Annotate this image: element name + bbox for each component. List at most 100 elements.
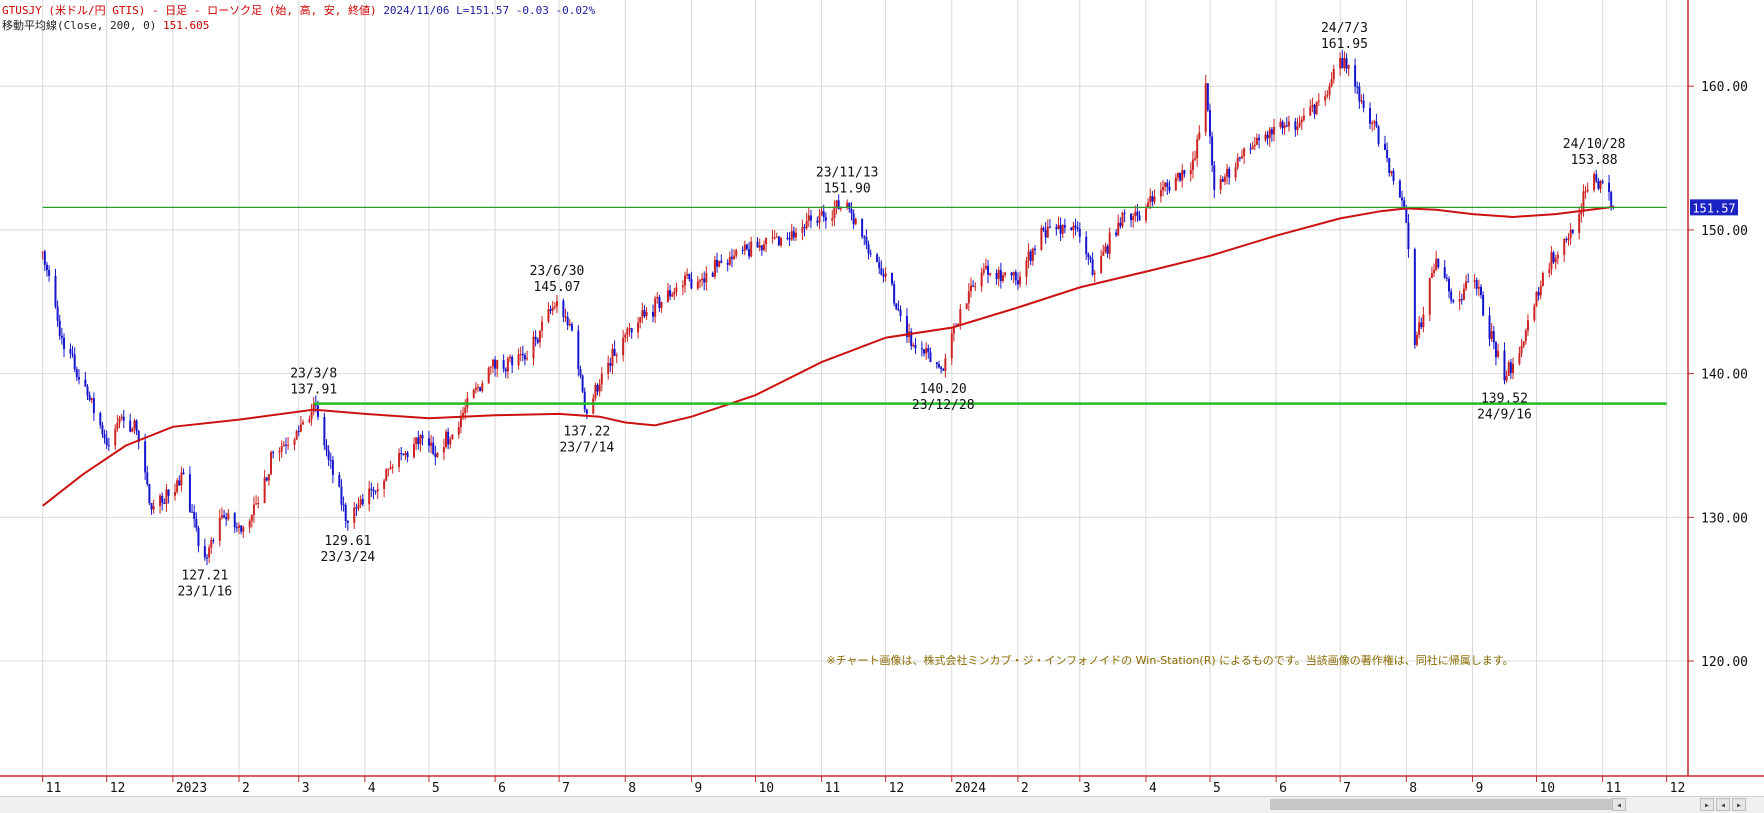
candle-body	[1268, 129, 1271, 139]
candle-body	[833, 207, 836, 219]
candle-body	[741, 250, 744, 252]
candle-body	[402, 454, 405, 456]
candle-body	[1373, 121, 1376, 123]
candle-body	[487, 367, 490, 384]
header-date: 2024/11/06	[383, 4, 450, 17]
candle-body	[1164, 182, 1167, 187]
copyright-notice: ※チャート画像は、株式会社ミンカブ・ジ・インフォノイドの Win-Station…	[826, 653, 1513, 667]
annotation-date-label: 23/1/16	[177, 584, 232, 599]
annotation-price-label: 137.22	[563, 425, 610, 440]
candle-body	[427, 438, 430, 446]
candle-body	[521, 353, 524, 356]
candle-body	[609, 362, 612, 366]
candle-body	[60, 335, 63, 338]
x-tick-label: 8	[1409, 781, 1417, 796]
annotation-date-label: 24/10/28	[1563, 137, 1626, 152]
candle-body	[541, 321, 544, 331]
candle-body	[780, 237, 783, 246]
price-chart: 127.2123/1/1623/3/8137.91129.6123/3/2423…	[0, 0, 1764, 796]
candle-body	[270, 452, 273, 475]
candles	[41, 49, 1615, 566]
zoom-in-button[interactable]: ▸	[1732, 798, 1746, 811]
candle-body	[673, 291, 676, 295]
candle-body	[882, 274, 885, 277]
candle-body	[952, 326, 955, 334]
scroll-left-button[interactable]: ◂	[1612, 798, 1626, 811]
candle-body	[570, 323, 573, 331]
candle-body	[1283, 125, 1286, 129]
candle-body	[1266, 134, 1269, 139]
candle-body	[688, 273, 691, 280]
candle-body	[176, 480, 179, 492]
candle-body	[967, 291, 970, 304]
candle-body	[861, 218, 864, 237]
candle-body	[344, 504, 347, 521]
candle-body	[233, 513, 236, 528]
candle-body	[1106, 246, 1109, 254]
candle-body	[1287, 121, 1290, 127]
candle-body	[1520, 346, 1523, 354]
candle-body	[929, 352, 932, 363]
candle-body	[131, 428, 134, 432]
candle-body	[1076, 227, 1079, 229]
candle-body	[1569, 229, 1572, 239]
x-tick-label: 7	[562, 781, 570, 796]
candle-body	[760, 245, 763, 251]
annotation-date-label: 24/9/16	[1477, 408, 1532, 423]
candle-body	[628, 328, 631, 330]
candle-body	[1057, 224, 1060, 229]
x-tick-label: 9	[1475, 781, 1483, 796]
candle-body	[1025, 260, 1028, 277]
candle-body	[159, 495, 162, 506]
candle-body	[120, 416, 123, 418]
candle-body	[630, 328, 633, 333]
candle-body	[242, 527, 245, 532]
candle-body	[669, 290, 672, 297]
zoom-out-button[interactable]: ◂	[1716, 798, 1730, 811]
candle-body	[615, 355, 618, 357]
candle-body	[865, 236, 868, 245]
candle-body	[536, 339, 539, 343]
candle-body	[927, 348, 930, 353]
candle-body	[1031, 248, 1034, 261]
candle-body	[1458, 299, 1461, 302]
last-price-tag-label: 151.57	[1692, 201, 1735, 215]
candle-body	[284, 444, 287, 446]
candle-body	[1356, 86, 1359, 88]
candle-body	[105, 438, 108, 446]
candle-body	[389, 467, 392, 469]
candle-body	[167, 489, 170, 496]
candle-body	[280, 446, 283, 452]
candle-body	[412, 444, 415, 457]
candle-body	[1494, 342, 1497, 357]
candle-body	[965, 303, 968, 309]
scrollbar-thumb[interactable]	[1270, 799, 1612, 810]
candle-body	[1507, 362, 1510, 376]
candle-body	[854, 218, 857, 225]
candle-body	[995, 273, 998, 279]
candle-body	[1497, 350, 1500, 357]
candle-body	[869, 253, 872, 255]
candle-body	[255, 503, 258, 505]
scroll-right-button[interactable]: ▸	[1700, 798, 1714, 811]
candle-body	[1418, 322, 1421, 335]
candle-body	[852, 213, 855, 225]
candle-body	[944, 358, 947, 371]
candle-body	[77, 377, 80, 380]
candle-body	[1273, 126, 1276, 135]
candle-body	[846, 202, 849, 208]
candle-body	[611, 348, 614, 366]
candle-body	[84, 379, 87, 387]
candle-body	[549, 309, 552, 311]
candle-body	[1526, 320, 1529, 331]
candle-body	[391, 467, 394, 469]
candle-body	[1554, 258, 1557, 263]
candle-body	[748, 249, 751, 257]
horizontal-scrollbar[interactable]: ◂ ▸ ◂ ▸	[0, 796, 1764, 813]
candle-body	[773, 237, 776, 239]
candle-body	[144, 441, 147, 473]
candle-body	[788, 238, 791, 240]
candle-body	[974, 286, 977, 288]
candle-body	[447, 431, 450, 445]
candle-body	[146, 472, 149, 484]
